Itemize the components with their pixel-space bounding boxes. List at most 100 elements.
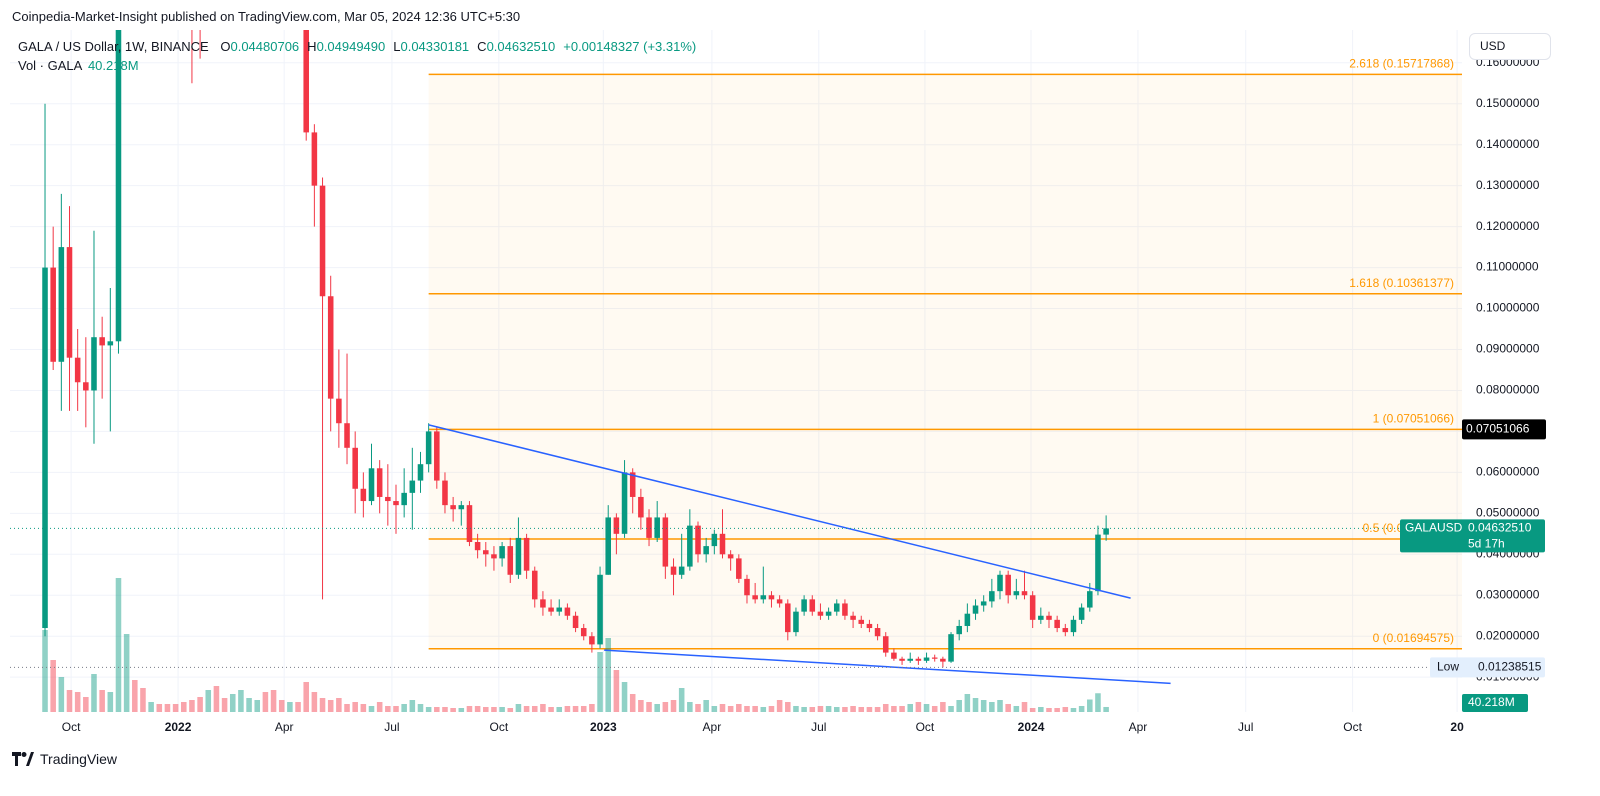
volume-bar bbox=[964, 694, 971, 712]
volume-bar bbox=[678, 688, 685, 712]
volume-bar bbox=[523, 706, 530, 712]
candle-body bbox=[499, 546, 505, 559]
volume-bar bbox=[695, 704, 701, 712]
volume-bar bbox=[687, 702, 693, 712]
candle-body bbox=[115, 30, 122, 342]
volume-bar bbox=[785, 702, 791, 712]
currency-button[interactable]: USD bbox=[1469, 33, 1551, 60]
candle-body bbox=[654, 517, 660, 538]
x-tick-label: Jul bbox=[384, 720, 399, 734]
x-tick-label: Oct bbox=[490, 720, 509, 734]
candle-body bbox=[434, 431, 440, 481]
candle-body bbox=[793, 611, 799, 633]
candle-body bbox=[866, 623, 873, 629]
volume-bar bbox=[499, 707, 505, 712]
volume-bar bbox=[874, 707, 881, 712]
volume-bar bbox=[336, 698, 342, 712]
candle-body bbox=[42, 267, 48, 629]
volume-bar bbox=[736, 704, 742, 712]
candle-body bbox=[605, 517, 611, 575]
candle-body bbox=[980, 601, 987, 606]
candle-body bbox=[531, 570, 538, 600]
candle-body bbox=[850, 615, 856, 620]
candle-body bbox=[352, 447, 358, 489]
candle-body bbox=[385, 496, 391, 502]
volume-bar bbox=[589, 704, 595, 712]
volume-bar bbox=[915, 702, 922, 712]
volume-bar bbox=[425, 707, 432, 712]
candle-body bbox=[670, 566, 677, 575]
candle-body bbox=[956, 625, 962, 635]
candle-body bbox=[344, 423, 350, 448]
y-tick-label: 0.08000000 bbox=[1476, 383, 1540, 397]
last-price-symbol: GALAUSD bbox=[1405, 521, 1463, 535]
candle-body bbox=[564, 607, 571, 616]
candle-body bbox=[752, 595, 758, 600]
candle-body bbox=[107, 341, 114, 346]
volume-bar bbox=[254, 700, 261, 712]
candle-body bbox=[303, 30, 309, 133]
price-tags: 0.07051066 GALAUSD 0.04632510 5d 17h Low 0.01… bbox=[1400, 419, 1546, 712]
volume-bars bbox=[42, 578, 1109, 712]
candle-body bbox=[891, 652, 897, 659]
candle-body bbox=[907, 658, 914, 661]
drawings bbox=[10, 424, 1462, 685]
ohlc-value: 0.04480706 bbox=[230, 39, 300, 54]
volume-bar bbox=[980, 700, 987, 712]
candle-body bbox=[768, 595, 775, 600]
low-tag bbox=[1430, 657, 1545, 678]
candle-body bbox=[580, 628, 587, 637]
volume-bar bbox=[148, 702, 154, 712]
volume-bar bbox=[940, 702, 946, 712]
volume-bar bbox=[972, 698, 979, 712]
volume-bar bbox=[613, 670, 620, 712]
fib-label: 1.618 (0.10361377) bbox=[1349, 276, 1454, 290]
ohlc-key: H bbox=[307, 39, 317, 54]
candle-body bbox=[450, 505, 456, 510]
volume-bar bbox=[83, 697, 89, 712]
volume-bar bbox=[107, 692, 114, 712]
volume-bar bbox=[907, 704, 914, 712]
x-tick-label: 2024 bbox=[1018, 720, 1045, 734]
candle-body bbox=[785, 603, 791, 633]
volume-bar bbox=[458, 708, 465, 712]
low-name: Low bbox=[1437, 660, 1459, 674]
volume-bar bbox=[540, 704, 546, 712]
volume-tag bbox=[1462, 694, 1528, 712]
volume-bar bbox=[711, 706, 718, 712]
volume-bar bbox=[744, 706, 750, 712]
volume-bar bbox=[899, 706, 905, 712]
volume-bar bbox=[123, 634, 130, 712]
candle-body bbox=[319, 185, 326, 297]
candles bbox=[42, 30, 1109, 668]
last-price-label: 0.04632510 bbox=[1468, 521, 1532, 535]
candle-body bbox=[915, 658, 922, 661]
candle-body bbox=[393, 501, 399, 506]
candle-body bbox=[1078, 607, 1085, 620]
candle-body bbox=[91, 337, 97, 391]
volume-bar bbox=[115, 578, 122, 712]
volume-bar bbox=[246, 698, 252, 712]
symbol-legend: GALA / US Dollar, 1W, BINANCE O0.0448070… bbox=[18, 39, 698, 54]
volume-bar bbox=[278, 700, 285, 712]
volume-bar bbox=[360, 704, 367, 712]
candle-body bbox=[597, 574, 603, 645]
candle-body bbox=[646, 517, 652, 538]
volume-bar bbox=[287, 702, 293, 712]
candle-body bbox=[874, 628, 881, 637]
volume-bar bbox=[368, 706, 375, 712]
fib-price-tag bbox=[1462, 419, 1546, 440]
volume-bar bbox=[1087, 699, 1093, 712]
volume-bar bbox=[931, 706, 938, 712]
candle-body bbox=[736, 558, 742, 579]
volume-bar bbox=[531, 706, 538, 712]
candle-body bbox=[858, 619, 865, 624]
volume-bar bbox=[50, 660, 56, 712]
x-tick-label: 2023 bbox=[590, 720, 617, 734]
volume-bar bbox=[450, 708, 456, 712]
fib-zone bbox=[428, 74, 1462, 649]
trendline bbox=[428, 424, 1131, 599]
volume-bar bbox=[491, 707, 497, 712]
volume-bar bbox=[1038, 707, 1044, 712]
